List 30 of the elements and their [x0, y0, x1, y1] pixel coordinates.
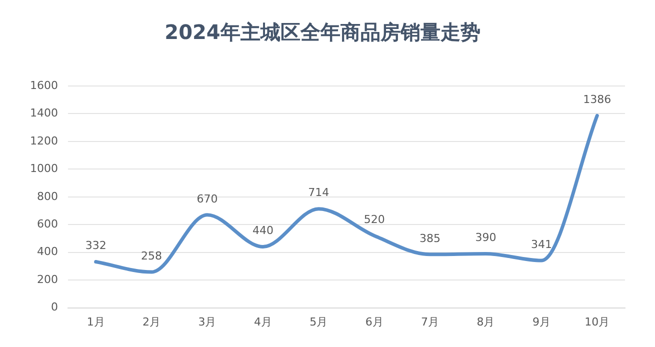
y-tick-label: 1400: [30, 106, 58, 120]
y-tick-label: 1600: [30, 78, 58, 92]
data-label: 341: [530, 238, 552, 251]
y-tick-label: 600: [36, 217, 58, 230]
data-label: 390: [475, 231, 496, 244]
y-tick-label: 800: [36, 190, 58, 203]
x-tick-label: 6月: [365, 315, 384, 328]
data-label: 670: [196, 192, 218, 206]
y-tick-label: 1200: [30, 134, 58, 148]
data-label: 385: [420, 232, 441, 245]
x-tick-label: 3月: [198, 315, 216, 328]
data-label: 332: [85, 239, 106, 252]
x-tick-label: 9月: [532, 315, 550, 328]
data-label: 714: [308, 186, 330, 200]
x-tick-label: 1月: [86, 315, 105, 328]
y-tick-label: 1000: [30, 162, 58, 176]
data-label: 520: [364, 213, 385, 226]
x-tick-label: 2月: [142, 315, 161, 328]
data-label: 1386: [583, 93, 612, 106]
data-label: 258: [141, 249, 162, 262]
y-tick-label: 0: [50, 300, 58, 314]
x-tick-label: 10月: [584, 315, 610, 328]
x-tick-label: 7月: [421, 315, 440, 328]
y-tick-label: 200: [36, 272, 58, 286]
data-label: 440: [252, 224, 274, 238]
x-tick-label: 5月: [310, 315, 328, 328]
chart-title: 2024年主城区全年商品房销量走势: [164, 20, 480, 44]
x-tick-label: 8月: [476, 315, 495, 328]
x-tick-label: 4月: [254, 315, 272, 328]
y-tick-label: 400: [36, 245, 58, 258]
